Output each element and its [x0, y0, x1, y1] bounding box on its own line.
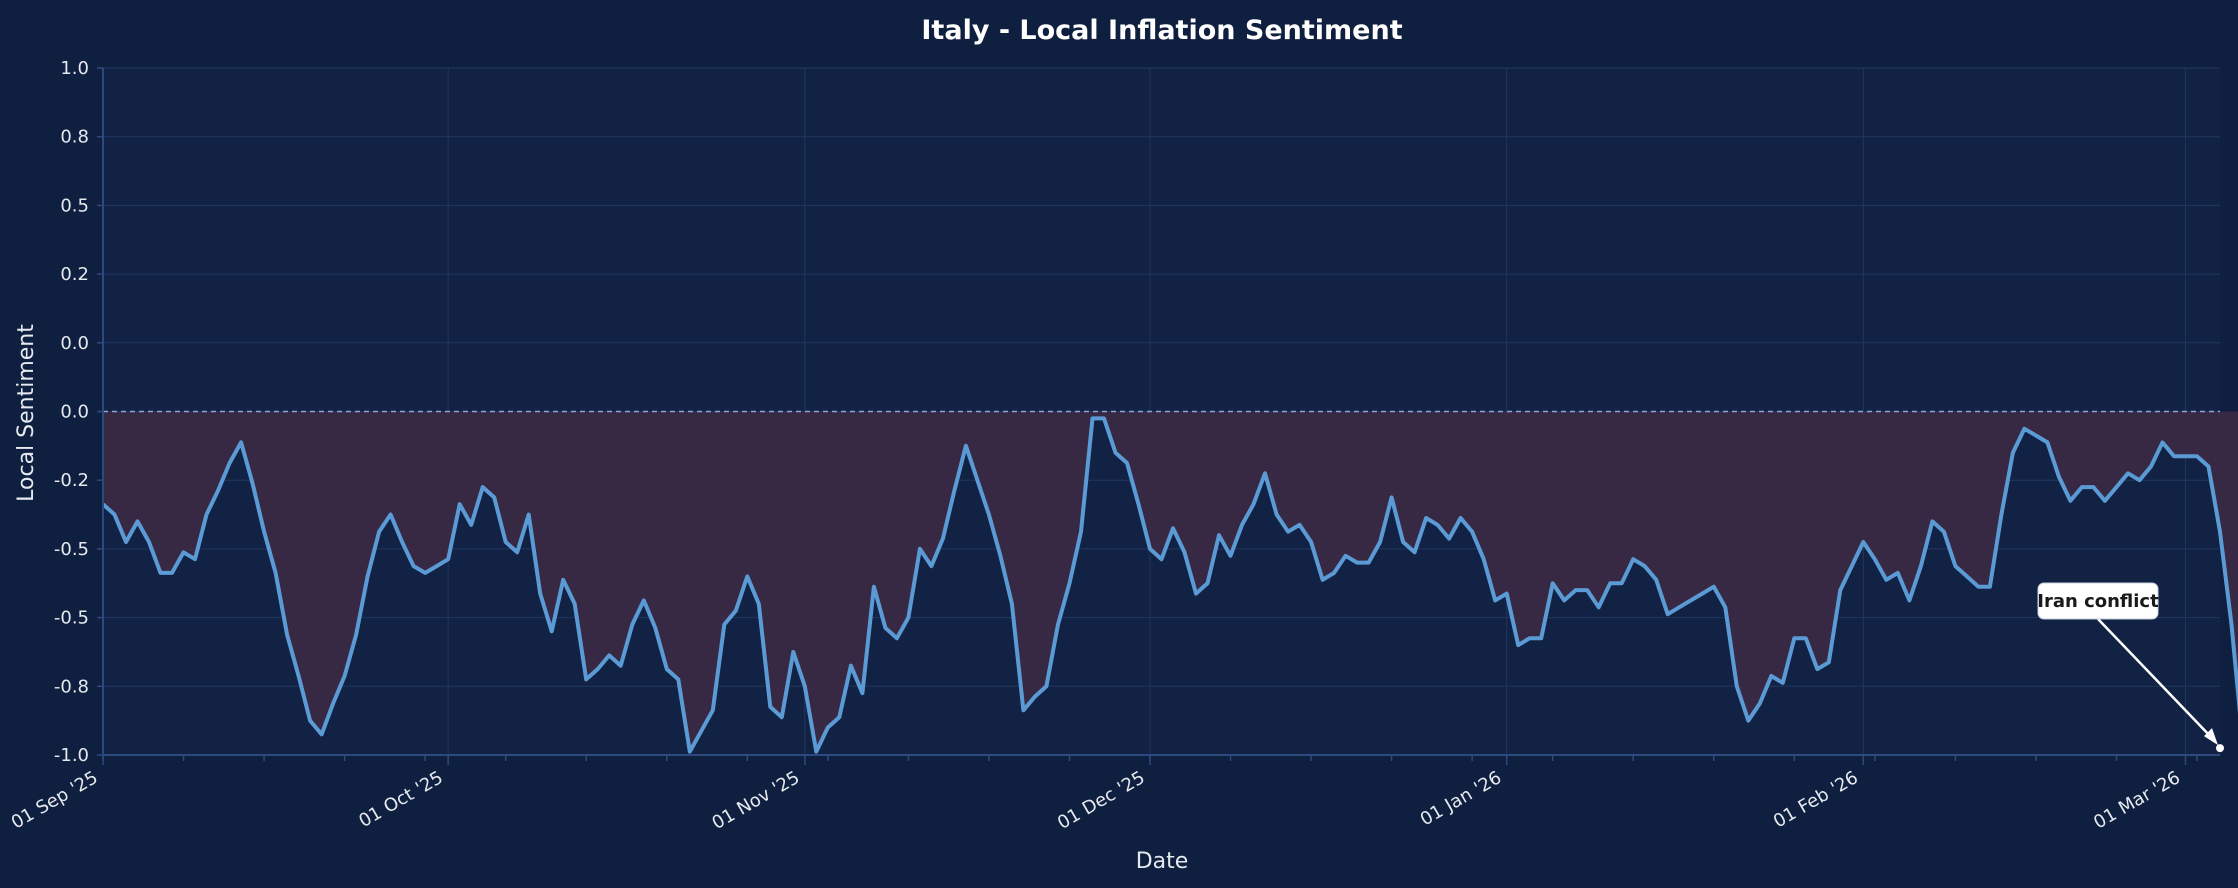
annotation-arrow	[2097, 618, 2215, 741]
y-tick-label: 0.0	[60, 402, 89, 423]
x-axis-label: Date	[1136, 849, 1189, 874]
y-tick-label: -1.0	[54, 745, 89, 766]
y-tick-label: -0.5	[54, 608, 89, 629]
y-tick-label: -0.8	[54, 676, 89, 697]
y-tick-label: 0.8	[60, 127, 89, 148]
annotation-label: Iran conflict	[2037, 591, 2159, 612]
annotation-arrowhead	[2204, 728, 2218, 746]
annotation-point	[2216, 744, 2224, 753]
y-tick-label: -0.5	[54, 539, 89, 560]
negative-sentiment-area	[103, 411, 2238, 752]
annotation-box	[2037, 582, 2159, 620]
y-tick-label: -0.2	[54, 470, 89, 491]
y-axis-label: Local Sentiment	[14, 324, 39, 502]
y-tick-label: 1.0	[60, 58, 89, 79]
sentiment-line	[101, 416, 2238, 754]
y-tick-label: 0.2	[60, 264, 89, 285]
y-tick-label: 0.5	[60, 195, 89, 216]
chart-title: Italy - Local Inflation Sentiment	[921, 15, 1402, 46]
y-tick-label: 0.0	[60, 333, 89, 354]
